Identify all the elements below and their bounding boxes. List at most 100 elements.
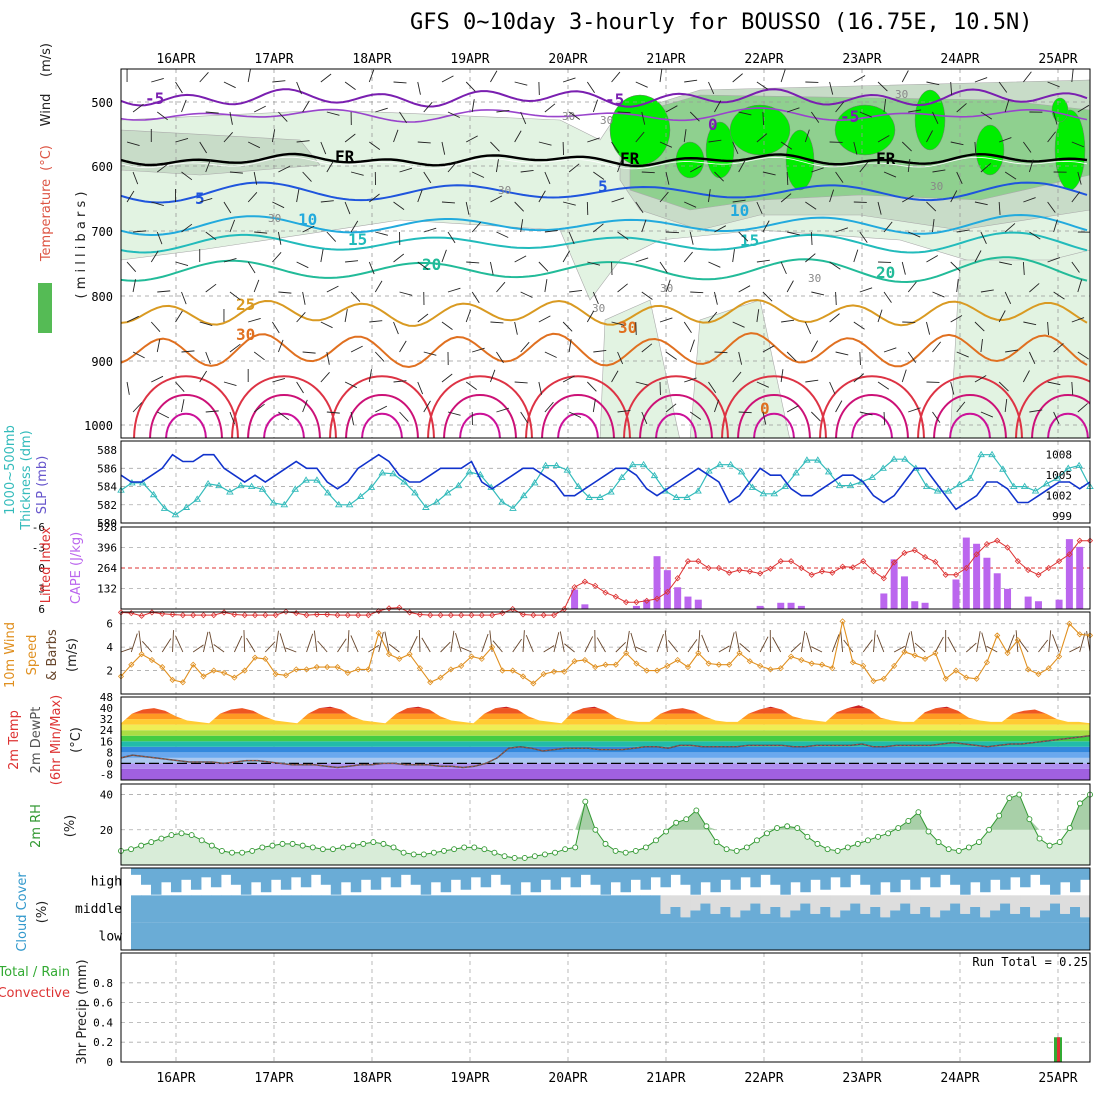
wind-barb [786, 280, 794, 293]
cloud-high-bar [440, 868, 452, 893]
rh-point [148, 839, 155, 846]
wind-speed-point [458, 662, 465, 669]
wind-barb-10m [512, 638, 522, 653]
cloud-label-text: (%) [35, 901, 50, 924]
wind-barb [932, 291, 945, 298]
wind-barb [393, 380, 407, 383]
cloud-high-bar [870, 868, 881, 895]
wind-barb-10m [667, 640, 679, 653]
cloud-mid-bar [860, 913, 871, 923]
wind-barb [611, 321, 625, 326]
cloud-label-text: Cloud Cover [15, 872, 30, 952]
rh-point [875, 833, 881, 840]
cape-label: CAPE (J/kg) [69, 532, 84, 604]
rh-contour-label: 30 [808, 272, 821, 285]
isotherm-45-arch [165, 412, 207, 438]
wind-barb [980, 163, 992, 173]
wind-barb [829, 81, 834, 95]
li-label-text: Lifted Index [39, 526, 54, 603]
cloud-mid-bar [1040, 910, 1051, 923]
thickness-point [247, 482, 256, 490]
cloud-mid-bar [280, 895, 292, 923]
thickness-point [1064, 464, 1073, 471]
wind-speed-point [633, 660, 640, 667]
isotherm-45-arch [459, 412, 501, 438]
cloud-high-bar [580, 868, 592, 875]
wind-barb [805, 201, 817, 210]
wind-speed-point [138, 651, 145, 658]
freezing-level-line [121, 152, 1088, 168]
wind-barb [253, 403, 265, 413]
wind-barb [762, 411, 767, 425]
wind-barb [350, 171, 364, 176]
wind-barb [496, 281, 506, 293]
cape-bar [571, 589, 579, 609]
rh-point [360, 840, 367, 847]
wind-barb [562, 250, 570, 263]
thickness-point [443, 489, 452, 496]
wind-barb [641, 111, 646, 125]
thickness-point [269, 499, 278, 506]
wind-barb [956, 103, 967, 113]
rh-point [390, 844, 397, 851]
wind-barb [980, 289, 994, 293]
lifted-index-point [1014, 558, 1021, 565]
wind-barb [466, 261, 480, 264]
wind-barb [762, 220, 770, 233]
rh-point [370, 839, 377, 846]
wind-barb [368, 369, 373, 383]
rh-contour-label: 30 [268, 212, 281, 225]
wind-speed-point [870, 678, 877, 685]
cloud-high-bar [260, 868, 272, 893]
cloud-mid-bar [660, 913, 671, 923]
li-tick-label: 3 [38, 583, 45, 596]
wind-barb [877, 81, 888, 92]
wind-barb [272, 252, 282, 263]
rh-shading [689, 299, 790, 438]
cape-tick-label: 396 [97, 542, 117, 555]
thickness-point [302, 476, 310, 483]
wind-barb [810, 340, 819, 353]
wind-barb [1077, 403, 1088, 413]
wind-speed-point [509, 667, 516, 674]
wind-barb [732, 321, 745, 328]
wind-barb [472, 347, 485, 353]
wind-barb [544, 279, 548, 293]
cape-bar [993, 573, 1001, 609]
cloud-mid-gap [1050, 895, 1061, 904]
cloud-mid-bar [450, 895, 462, 923]
lifted-index-point [128, 610, 135, 617]
lifted-index-point [1035, 571, 1042, 578]
rh-point [996, 812, 1003, 819]
pressure-tick-label: 900 [91, 355, 113, 369]
rh-core [834, 104, 896, 156]
wind-barb-10m [384, 631, 390, 653]
wind-barb [1029, 409, 1043, 413]
wind-speed-point [169, 676, 176, 684]
thick-label-2-text: Thickness (dm) [19, 430, 34, 530]
lifted-index-point [478, 612, 485, 619]
lifted-index-point [592, 582, 599, 589]
cloud-high-bar [560, 868, 572, 878]
isotherm-40-arch [737, 394, 811, 438]
wind-barb [126, 141, 140, 147]
lifted-index-point [447, 612, 454, 619]
cloud-mid-bar [260, 895, 272, 923]
cloud-mid-gap [700, 895, 711, 904]
wind-barb [950, 315, 963, 323]
wind-barb [587, 381, 597, 392]
upper-label-wind: Wind [39, 94, 54, 127]
wind-barb [714, 351, 728, 354]
isotherm-30 [121, 332, 1088, 369]
cloud-mid-bar [1060, 913, 1071, 923]
contour-label: 15 [740, 231, 759, 250]
cloud-high-bar [860, 868, 871, 885]
wind-barb-10m [350, 635, 359, 653]
rh-contour-label: 30 [660, 282, 673, 295]
wind-speed-point [416, 665, 424, 672]
cloud-high-bar [340, 868, 352, 883]
cloud-high-bar [430, 868, 442, 883]
thickness-point [803, 456, 811, 463]
wind-barb [1053, 111, 1058, 125]
wind-barb [998, 81, 1008, 93]
